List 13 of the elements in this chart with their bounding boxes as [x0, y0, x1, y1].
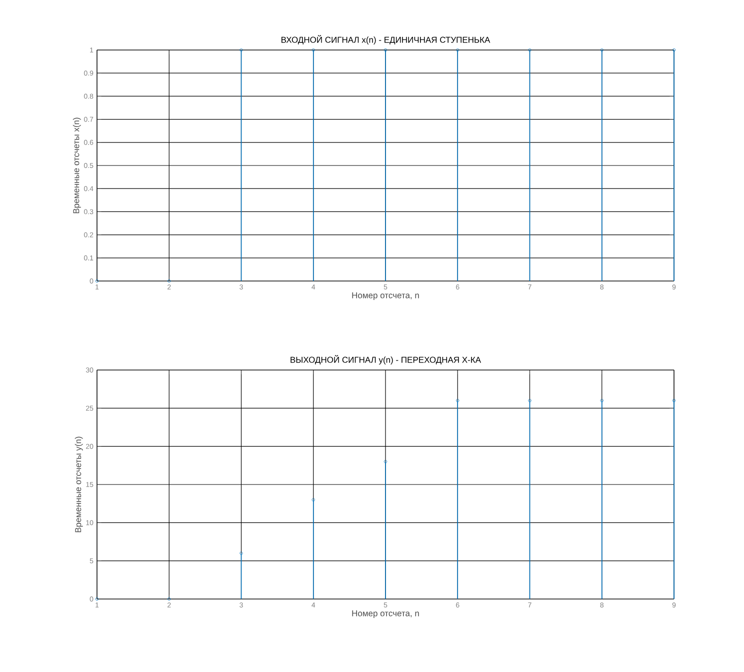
point — [240, 552, 243, 555]
x-axis-title: Номер отсчета, n — [352, 292, 419, 300]
point — [168, 597, 171, 601]
point — [528, 398, 532, 402]
point — [312, 498, 315, 502]
point — [384, 460, 388, 464]
point — [456, 398, 460, 402]
chart-title: ВЫХОДНОЙ СИГНАЛ y(n) - ПЕРЕХОДНАЯ Х-КА — [290, 355, 482, 364]
x-axis-title: Номер отсчета, n — [352, 610, 419, 618]
chart-title: ВХОДНОЙ СИГНАЛ x(n) - ЕДИНИЧНАЯ СТУПЕНЬКА — [281, 35, 490, 44]
y-axis-title: Временные отсчеты y(n) — [74, 436, 83, 532]
y-axis-title: Временные отсчеты x(n) — [72, 118, 81, 214]
point — [600, 398, 604, 402]
